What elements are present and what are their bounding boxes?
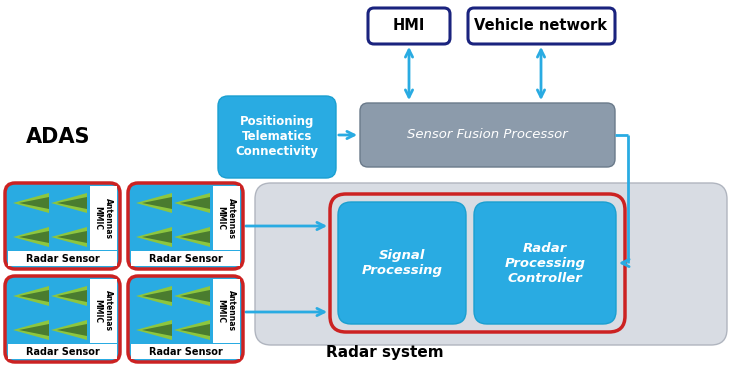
Polygon shape	[13, 320, 49, 340]
Polygon shape	[19, 290, 49, 302]
Bar	[8, 344, 117, 359]
Polygon shape	[57, 231, 87, 243]
Bar	[131, 344, 240, 359]
Polygon shape	[19, 231, 49, 243]
Text: Antennas
MMIC: Antennas MMIC	[216, 198, 236, 238]
Polygon shape	[136, 320, 172, 340]
Bar	[90, 279, 117, 343]
Polygon shape	[136, 286, 172, 306]
Polygon shape	[142, 290, 172, 302]
Polygon shape	[136, 227, 172, 247]
Polygon shape	[51, 193, 87, 213]
Text: Sensor Fusion Processor: Sensor Fusion Processor	[406, 128, 568, 141]
FancyBboxPatch shape	[255, 183, 727, 345]
Polygon shape	[180, 231, 210, 243]
FancyBboxPatch shape	[368, 8, 450, 44]
Text: Radar system: Radar system	[326, 344, 444, 359]
FancyBboxPatch shape	[218, 96, 336, 178]
Polygon shape	[142, 324, 172, 336]
FancyBboxPatch shape	[338, 202, 466, 324]
Polygon shape	[51, 320, 87, 340]
Text: Radar Sensor: Radar Sensor	[149, 254, 223, 264]
FancyBboxPatch shape	[474, 202, 616, 324]
Bar	[90, 186, 117, 250]
Polygon shape	[142, 197, 172, 209]
Bar	[213, 279, 240, 343]
Text: Positioning
Telematics
Connectivity: Positioning Telematics Connectivity	[235, 115, 318, 158]
Polygon shape	[19, 324, 49, 336]
Polygon shape	[180, 324, 210, 336]
Polygon shape	[142, 231, 172, 243]
FancyBboxPatch shape	[360, 103, 615, 167]
Text: Vehicle network: Vehicle network	[474, 19, 608, 33]
Text: ADAS: ADAS	[26, 127, 90, 147]
Polygon shape	[51, 227, 87, 247]
FancyBboxPatch shape	[5, 183, 120, 269]
Text: Radar Sensor: Radar Sensor	[149, 347, 223, 357]
Polygon shape	[174, 320, 210, 340]
FancyBboxPatch shape	[468, 8, 615, 44]
Bar	[8, 251, 117, 266]
Polygon shape	[13, 193, 49, 213]
FancyBboxPatch shape	[128, 276, 243, 362]
Text: Antennas
MMIC: Antennas MMIC	[93, 291, 112, 331]
FancyBboxPatch shape	[128, 183, 243, 269]
Text: Radar Sensor: Radar Sensor	[26, 347, 99, 357]
Polygon shape	[136, 193, 172, 213]
Polygon shape	[13, 286, 49, 306]
Polygon shape	[57, 324, 87, 336]
Text: Antennas
MMIC: Antennas MMIC	[93, 198, 112, 238]
Polygon shape	[174, 227, 210, 247]
Polygon shape	[57, 197, 87, 209]
Polygon shape	[174, 193, 210, 213]
Polygon shape	[51, 286, 87, 306]
Polygon shape	[19, 197, 49, 209]
Bar	[131, 251, 240, 266]
Polygon shape	[174, 286, 210, 306]
Text: HMI: HMI	[393, 19, 425, 33]
Text: Radar Sensor: Radar Sensor	[26, 254, 99, 264]
Text: Signal
Processing: Signal Processing	[362, 249, 443, 277]
Polygon shape	[180, 290, 210, 302]
Polygon shape	[13, 227, 49, 247]
Text: Radar
Processing
Controller: Radar Processing Controller	[505, 241, 585, 285]
Text: Antennas
MMIC: Antennas MMIC	[216, 291, 236, 331]
Polygon shape	[180, 197, 210, 209]
Polygon shape	[57, 290, 87, 302]
Bar	[213, 186, 240, 250]
FancyBboxPatch shape	[5, 276, 120, 362]
